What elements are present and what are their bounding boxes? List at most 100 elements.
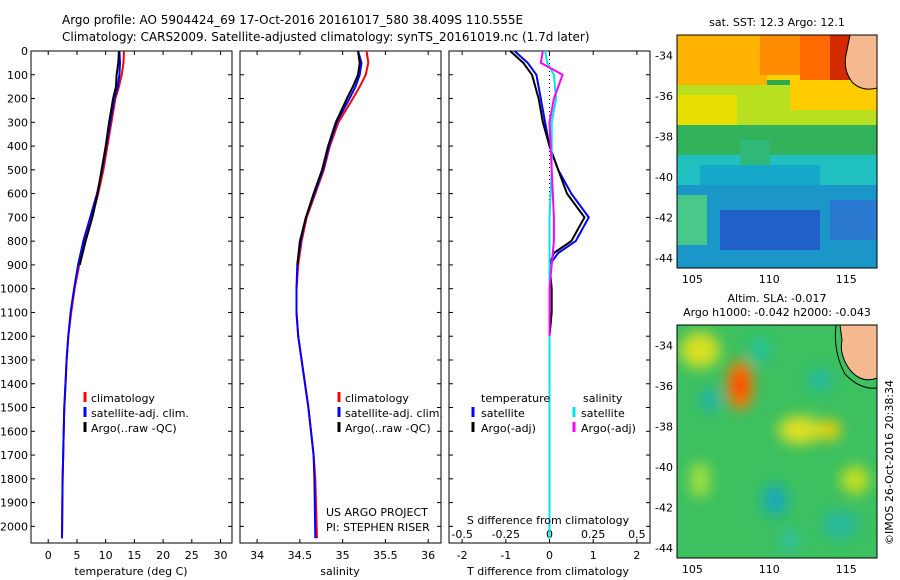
temperature-x-axis-label: temperature (deg C) bbox=[74, 565, 187, 578]
map-y-tick-label: -34 bbox=[655, 49, 673, 62]
x-tick-label: 36 bbox=[421, 549, 435, 562]
depth-tick-label: 1000 bbox=[0, 283, 28, 296]
depth-tick-label: 1100 bbox=[0, 306, 28, 319]
profile-line-s-satellite bbox=[544, 50, 558, 539]
profile-line-climatology bbox=[295, 50, 370, 539]
x-tick-label: 20 bbox=[156, 549, 170, 562]
x-tick-label: 25 bbox=[185, 549, 199, 562]
imos-credit: ©IMOS 26-Oct-2016 20:38:34 bbox=[883, 380, 896, 545]
salinity-x-axis-label: salinity bbox=[320, 565, 360, 578]
legend-header-salinity: salinity bbox=[583, 392, 623, 405]
sst-map-title: sat. SST: 12.3 Argo: 12.1 bbox=[709, 16, 845, 29]
salinity-legend-argo: Argo(..raw -QC) bbox=[345, 422, 431, 435]
map-y-tick-label: -38 bbox=[655, 130, 673, 143]
depth-tick-label: 1300 bbox=[0, 354, 28, 367]
profile-line-climatology bbox=[61, 50, 125, 539]
map-y-tick-label: -38 bbox=[655, 420, 673, 433]
depth-tick-label: 300 bbox=[7, 116, 28, 129]
legend-t-satellite: satellite bbox=[481, 407, 525, 420]
s-diff-tick-label: 0.25 bbox=[581, 528, 606, 541]
sst-map bbox=[677, 35, 877, 268]
x-tick-label: 5 bbox=[73, 549, 80, 562]
map-y-tick-label: -44 bbox=[655, 252, 673, 265]
sla-map-frame bbox=[676, 324, 878, 559]
sla-map bbox=[677, 325, 877, 558]
depth-tick-label: 1700 bbox=[0, 449, 28, 462]
header-line-1: Argo profile: AO 5904424_69 17-Oct-2016 … bbox=[62, 13, 523, 27]
x-tick-label: 2 bbox=[633, 549, 640, 562]
temperature-legend: climatology satellite-adj. clim. Argo(..… bbox=[83, 392, 189, 435]
header-line-2: Climatology: CARS2009. Satellite-adjuste… bbox=[62, 30, 590, 44]
depth-tick-label: 1800 bbox=[0, 473, 28, 486]
s-difference-label: S difference from climatology bbox=[467, 514, 630, 527]
map-y-tick-label: -40 bbox=[655, 171, 673, 184]
legend-s-argo: Argo(-adj) bbox=[581, 422, 636, 435]
depth-tick-label: 1200 bbox=[0, 330, 28, 343]
x-tick-label: 1 bbox=[590, 549, 597, 562]
temperature-panel-frame bbox=[30, 50, 233, 544]
salinity-legend-satellite: satellite-adj. clim. bbox=[345, 407, 443, 420]
sst-map-frame bbox=[676, 34, 878, 269]
project-name: US ARGO PROJECT bbox=[326, 506, 428, 519]
map-x-tick-label: 105 bbox=[682, 273, 703, 286]
temperature-legend-climatology: climatology bbox=[91, 392, 155, 405]
map-y-tick-label: -42 bbox=[655, 211, 673, 224]
x-tick-label: 34 bbox=[250, 549, 264, 562]
sla-map-title: Altim. SLA: -0.017 bbox=[727, 292, 826, 305]
depth-tick-label: 600 bbox=[7, 188, 28, 201]
depth-tick-label: 1900 bbox=[0, 497, 28, 510]
legend-s-satellite: satellite bbox=[581, 407, 625, 420]
s-diff-tick-label: 0.5 bbox=[628, 528, 646, 541]
salinity-panel-frame bbox=[239, 50, 442, 544]
x-tick-label: -1 bbox=[500, 549, 511, 562]
difference-legend: temperature salinity satellite Argo(-adj… bbox=[471, 392, 636, 435]
map-y-tick-label: -40 bbox=[655, 461, 673, 474]
salinity-legend: climatology satellite-adj. clim. Argo(..… bbox=[337, 392, 443, 435]
depth-tick-label: 800 bbox=[7, 235, 28, 248]
depth-tick-label: 1500 bbox=[0, 402, 28, 415]
depth-tick-label: 500 bbox=[7, 164, 28, 177]
depth-tick-label: 1400 bbox=[0, 378, 28, 391]
map-x-tick-label: 110 bbox=[759, 563, 780, 576]
profile-line-argo-raw-qc- bbox=[296, 50, 361, 266]
map-x-tick-label: 110 bbox=[759, 273, 780, 286]
profile-line-t-argo-adj- bbox=[509, 50, 586, 337]
s-diff-tick-label: -0.25 bbox=[492, 528, 520, 541]
s-diff-tick-label: -0.5 bbox=[451, 528, 472, 541]
sla-map-subtitle: Argo h1000: -0.042 h2000: -0.043 bbox=[683, 306, 871, 319]
temperature-legend-argo: Argo(..raw -QC) bbox=[91, 422, 177, 435]
x-tick-label: 15 bbox=[127, 549, 141, 562]
depth-tick-label: 700 bbox=[7, 211, 28, 224]
depth-tick-label: 400 bbox=[7, 140, 28, 153]
x-tick-label: 30 bbox=[214, 549, 228, 562]
t-difference-label: T difference from climatology bbox=[466, 565, 629, 578]
depth-tick-label: 900 bbox=[7, 259, 28, 272]
legend-header-temperature: temperature bbox=[481, 392, 550, 405]
map-x-tick-label: 105 bbox=[682, 563, 703, 576]
depth-tick-label: 2000 bbox=[0, 520, 28, 533]
map-y-tick-label: -36 bbox=[655, 90, 673, 103]
profile-line-s-argo-adj- bbox=[539, 50, 564, 337]
x-tick-label: 0 bbox=[45, 549, 52, 562]
map-y-tick-label: -34 bbox=[655, 339, 673, 352]
legend-t-argo: Argo(-adj) bbox=[481, 422, 536, 435]
map-x-tick-label: 115 bbox=[836, 563, 857, 576]
map-x-tick-label: 115 bbox=[836, 273, 857, 286]
x-tick-label: 35.5 bbox=[373, 549, 398, 562]
profile-line-satellite-adj-clim- bbox=[61, 50, 121, 539]
depth-tick-label: 1600 bbox=[0, 425, 28, 438]
x-tick-label: -2 bbox=[457, 549, 468, 562]
x-tick-label: 10 bbox=[99, 549, 113, 562]
profile-lines bbox=[61, 50, 590, 539]
profile-line-argo-raw-qc- bbox=[78, 50, 120, 266]
depth-tick-label: 100 bbox=[7, 69, 28, 82]
depth-tick-label: 0 bbox=[21, 45, 28, 58]
map-y-tick-label: -42 bbox=[655, 501, 673, 514]
map-y-tick-label: -44 bbox=[655, 542, 673, 555]
depth-tick-label: 200 bbox=[7, 93, 28, 106]
x-tick-label: 35 bbox=[336, 549, 350, 562]
x-tick-label: 0 bbox=[546, 549, 553, 562]
map-y-tick-label: -36 bbox=[655, 380, 673, 393]
x-tick-label: 34.5 bbox=[288, 549, 313, 562]
